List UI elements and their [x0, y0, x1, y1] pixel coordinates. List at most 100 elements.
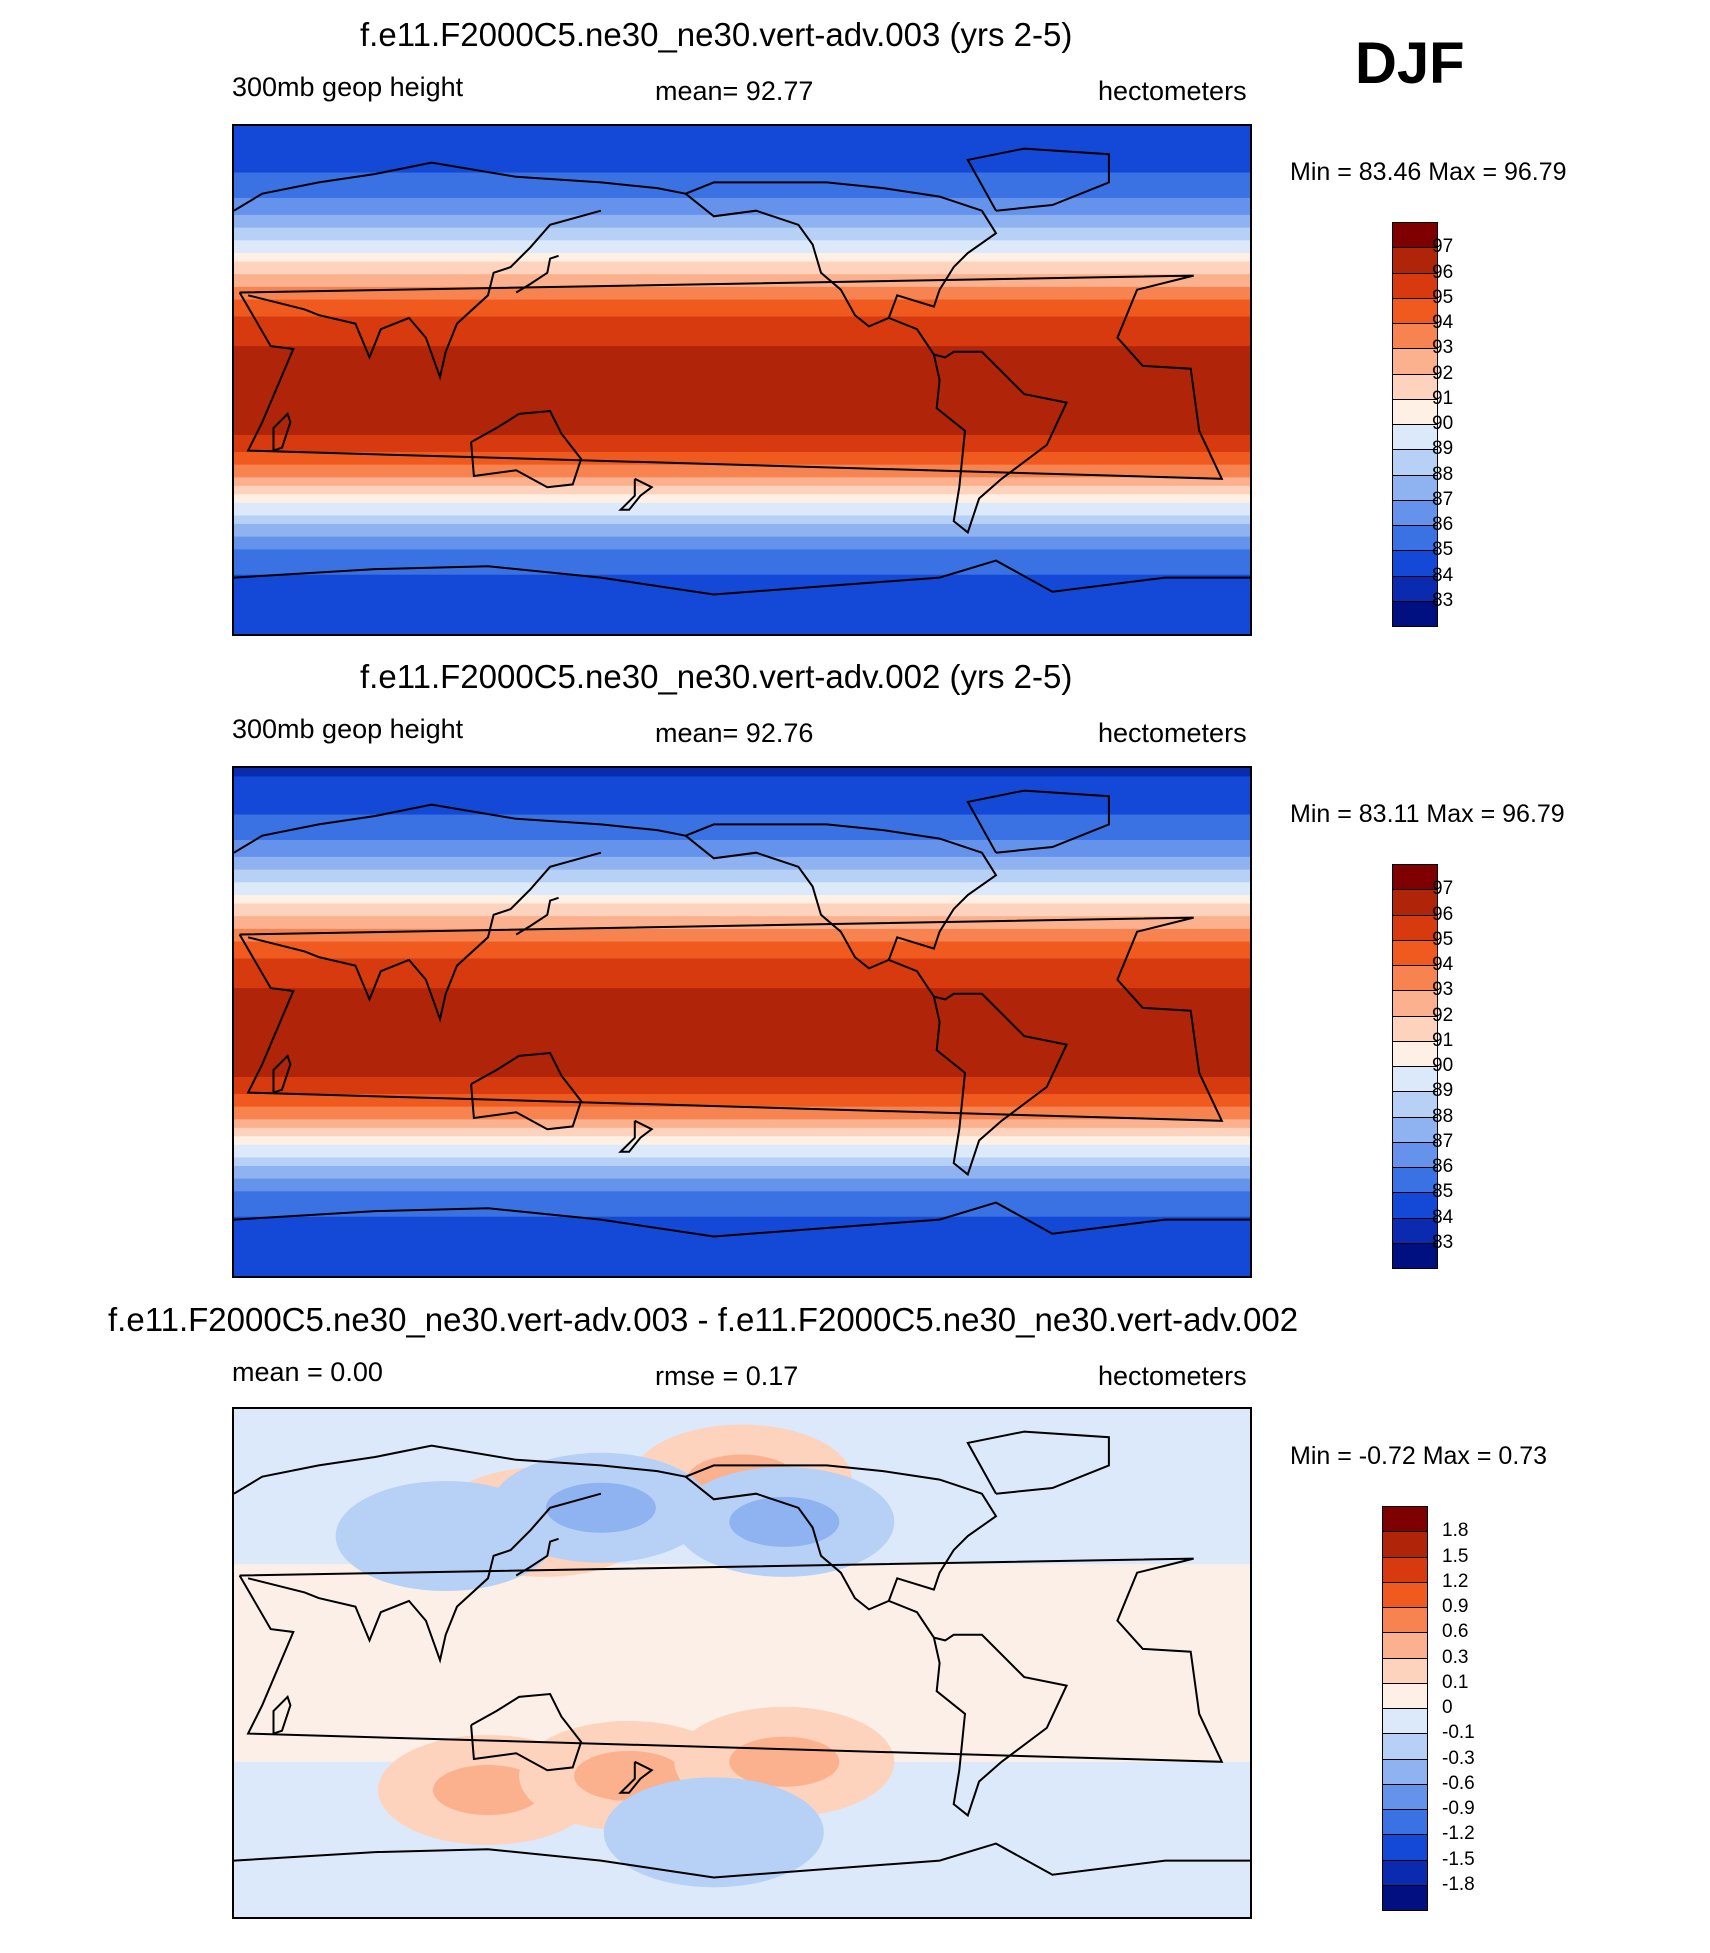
contour-band	[234, 1064, 1250, 1070]
coastline-segment	[515, 254, 559, 294]
contour-band	[234, 477, 1250, 483]
contour-band	[234, 1068, 1250, 1074]
coastline-segment	[888, 316, 1069, 535]
contour-band	[234, 1271, 1250, 1276]
contour-band	[234, 176, 1250, 182]
contour-band	[234, 1030, 1250, 1036]
contour-band	[234, 1170, 1250, 1175]
contour-band	[234, 612, 1250, 618]
panel-title: f.e11.F2000C5.ne30_ne30.vert-adv.002 (yr…	[360, 658, 1073, 695]
contour-band	[234, 1225, 1250, 1231]
contour-band	[234, 979, 1250, 985]
contour-band	[234, 1047, 1250, 1053]
colorbar-box	[1392, 1242, 1438, 1269]
colorbar-tick-label: 85	[1432, 1181, 1454, 1203]
contour-band	[234, 1178, 1250, 1184]
colorbar-box	[1382, 1506, 1428, 1533]
coastline-segment	[966, 147, 1110, 212]
contour-band	[234, 608, 1250, 614]
colorbar-box	[1392, 348, 1438, 375]
contour-band	[234, 903, 1250, 909]
contour-band	[234, 151, 1250, 157]
contour-band	[234, 498, 1250, 504]
colorbar-tick-label: 87	[1432, 1130, 1454, 1152]
panel-left-subtitle: mean = 0.00	[232, 1357, 383, 1387]
colorbar-box	[1382, 1809, 1428, 1836]
coastline-segment	[234, 559, 1250, 596]
contour-band	[234, 1034, 1250, 1040]
coastline-segment	[238, 274, 1224, 480]
colorbar-tick-label: 97	[1432, 236, 1454, 258]
contour-band	[234, 358, 1250, 364]
contour-band	[234, 456, 1250, 462]
contour-band	[234, 1195, 1250, 1201]
contour-band	[234, 924, 1250, 930]
contour-band	[234, 1132, 1250, 1137]
colorbar-box	[1382, 1632, 1428, 1659]
contour-band	[234, 193, 1250, 199]
contour-band	[234, 261, 1250, 267]
contour-band	[234, 481, 1250, 487]
contour-band	[234, 975, 1250, 981]
contour-band	[234, 468, 1250, 474]
contour-band	[234, 197, 1250, 203]
colorbar-box	[1382, 1708, 1428, 1735]
contour-band	[234, 574, 1250, 580]
contour-band	[234, 1098, 1250, 1104]
colorbar-tick-label: 95	[1432, 928, 1454, 950]
contour-band	[234, 519, 1250, 525]
colorbar-tick-label: 1.2	[1442, 1570, 1469, 1592]
coastline-segment	[684, 1464, 998, 1611]
coastline-segment	[966, 789, 1110, 854]
contour-band	[234, 333, 1250, 339]
contour-band	[234, 971, 1250, 977]
contour-band	[234, 566, 1250, 572]
coastlines	[234, 789, 1250, 1238]
contour-band	[234, 291, 1250, 296]
contour-band	[234, 282, 1250, 288]
contour-band	[234, 1038, 1250, 1044]
colorbar-tick-label: 94	[1432, 312, 1454, 333]
contour-band	[234, 1208, 1250, 1214]
contour-band	[234, 907, 1250, 913]
colorbar-tick-label: 93	[1432, 337, 1454, 359]
contour-band	[234, 1136, 1250, 1142]
contour-band	[234, 988, 1250, 993]
colorbar-tick-label: 85	[1432, 539, 1454, 561]
colorbar-box	[1392, 575, 1438, 602]
coastline-segment	[618, 1119, 654, 1153]
colorbar-box	[1392, 600, 1438, 627]
contour-band	[234, 806, 1250, 811]
colorbar-tick-label: 88	[1432, 1105, 1454, 1127]
contour-band	[234, 941, 1250, 947]
colorbar-tick-label: -0.3	[1442, 1747, 1475, 1769]
contour-band	[234, 827, 1250, 833]
contour-band	[234, 401, 1250, 406]
contour-band	[234, 1199, 1250, 1205]
contour-band	[234, 545, 1250, 550]
contour-band	[234, 911, 1250, 917]
contour-band	[234, 920, 1250, 926]
contour-band	[234, 248, 1250, 254]
contour-band	[234, 1157, 1250, 1163]
contour-band	[234, 308, 1250, 313]
contour-band	[234, 1077, 1250, 1082]
colorbar-tick-label: 0.6	[1442, 1621, 1469, 1643]
colorbar-box	[1382, 1783, 1428, 1810]
contour-band	[234, 286, 1250, 292]
contour-band	[234, 1119, 1250, 1125]
contour-band	[234, 447, 1250, 453]
season-label: DJF	[1355, 31, 1465, 96]
contour-band	[234, 772, 1250, 778]
contour-band	[234, 1229, 1250, 1235]
contour-band	[234, 933, 1250, 938]
colorbar-box	[1392, 965, 1438, 992]
colorbar-tick-label: 1.5	[1442, 1545, 1469, 1567]
colorbar-box	[1392, 424, 1438, 451]
contour-band	[234, 591, 1250, 597]
colorbar-tick-label: 83	[1432, 589, 1454, 611]
panel-left-subtitle: 300mb geop height	[232, 714, 464, 744]
contour-band	[234, 523, 1250, 529]
contour-band	[234, 983, 1250, 989]
map-plot	[232, 124, 1252, 636]
